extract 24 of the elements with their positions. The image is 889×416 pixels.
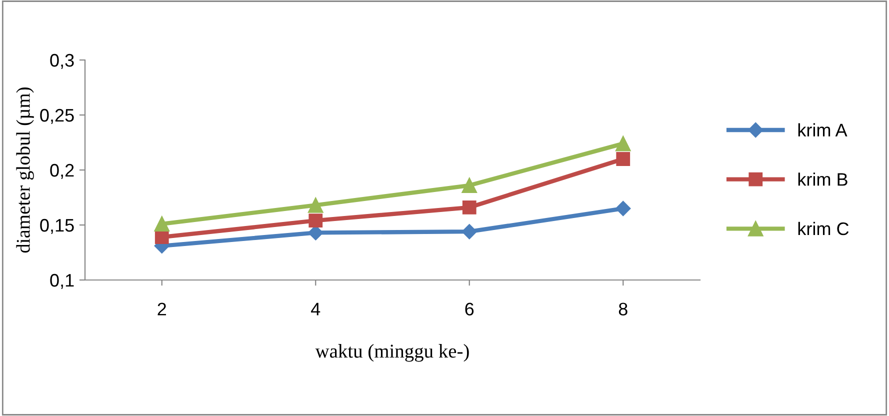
- point: [308, 198, 324, 213]
- y-tick-label: 0,2: [50, 164, 74, 179]
- legend-label: krim A: [798, 123, 848, 136]
- x-tick-label: 6: [465, 302, 474, 316]
- point: [308, 214, 323, 228]
- y-tick-label: 0,1: [50, 274, 74, 289]
- point: [616, 200, 631, 216]
- x-tick-label: 8: [618, 302, 628, 316]
- y-tick-label: 0,25: [40, 108, 74, 124]
- point: [462, 178, 478, 194]
- y-axis-title: diameter globul (µm): [16, 88, 34, 253]
- y-tick-label: 0,3: [50, 54, 74, 69]
- point: [616, 152, 630, 166]
- y-tick-label: 0,15: [40, 218, 74, 234]
- point: [462, 200, 476, 214]
- x-axis-title: waktu (minggu ke-): [315, 344, 469, 362]
- legend-label: krim C: [798, 222, 849, 236]
- x-tick-label: 4: [311, 302, 320, 316]
- legend-label: krim B: [798, 172, 848, 186]
- point: [462, 224, 477, 240]
- point: [154, 230, 169, 244]
- point: [615, 136, 631, 152]
- point: [154, 216, 170, 232]
- x-tick-label: 2: [158, 302, 166, 316]
